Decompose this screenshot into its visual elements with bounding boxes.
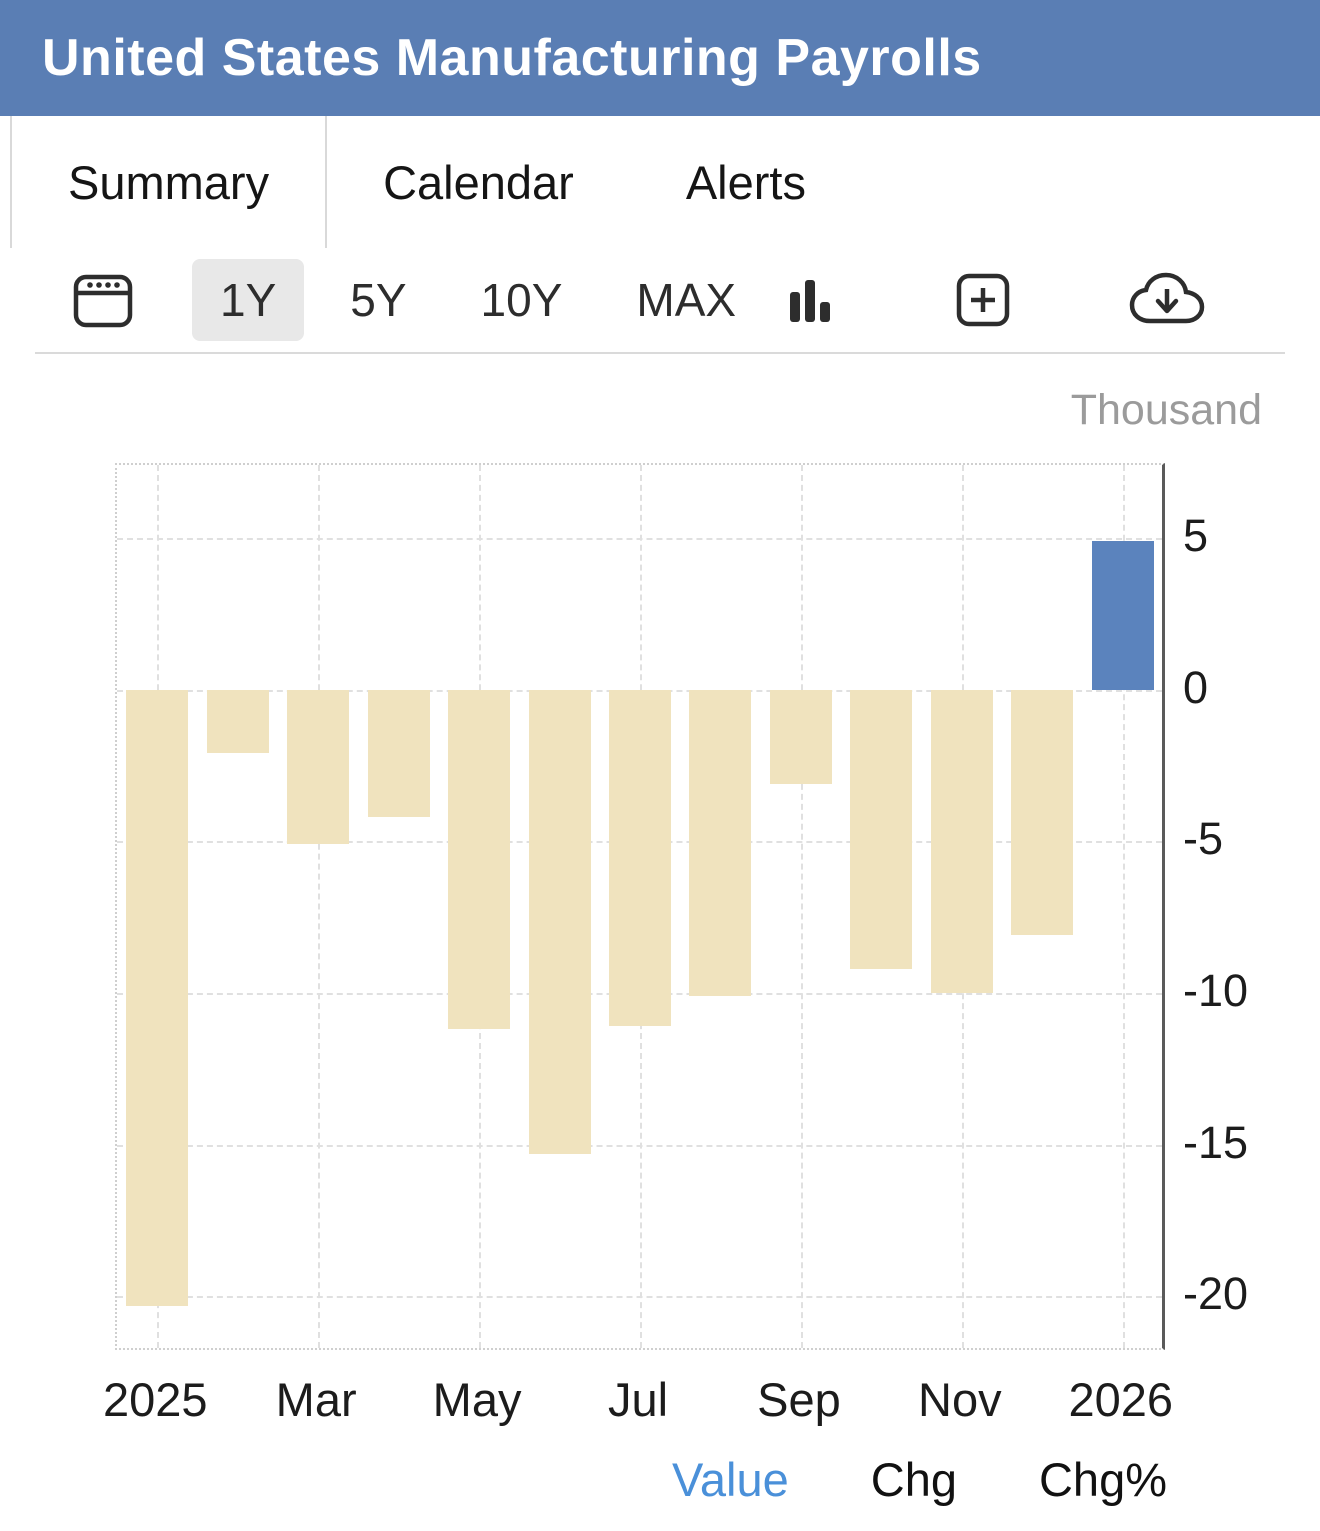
toolbar-icons xyxy=(782,271,1320,329)
bar-dec-2025[interactable] xyxy=(1011,689,1074,936)
x-tick-label: Mar xyxy=(275,1373,357,1426)
bar-jul-2025[interactable] xyxy=(609,689,671,1027)
range-5y-button[interactable]: 5Y xyxy=(350,274,407,326)
mode-value-button[interactable]: Value xyxy=(672,1453,789,1506)
chart-section: Thousand 5 0 -5 -10 -15 -20 2025 Mar May Jul Sep N… xyxy=(0,354,1320,1529)
y-tick-label: -15 xyxy=(1183,1116,1249,1168)
gridline-v xyxy=(1122,465,1125,1348)
tab-calendar[interactable]: Calendar xyxy=(327,116,630,248)
mode-chg-button[interactable]: Chg xyxy=(870,1453,957,1506)
tab-alerts[interactable]: Alerts xyxy=(630,116,862,248)
gridline-v xyxy=(800,465,803,1348)
y-tick-label: 5 xyxy=(1183,509,1209,561)
range-10y-button[interactable]: 10Y xyxy=(480,274,563,326)
bar-feb-2025[interactable] xyxy=(206,689,269,754)
bar-aug-2025[interactable] xyxy=(689,689,752,996)
bar-jun-2025[interactable] xyxy=(528,689,591,1154)
bar-nov-2025[interactable] xyxy=(930,689,993,993)
tab-alerts-label: Alerts xyxy=(685,155,806,209)
x-tick-label: 2026 xyxy=(1068,1373,1174,1426)
tab-summary-label: Summary xyxy=(68,155,270,209)
y-tick-label: -5 xyxy=(1183,813,1224,865)
y-tick-label: 0 xyxy=(1183,661,1209,713)
x-tick-label: May xyxy=(432,1373,522,1426)
tab-bar: Summary Calendar Alerts xyxy=(10,116,1320,248)
x-tick-label: Nov xyxy=(918,1373,1002,1426)
x-tick-label: Sep xyxy=(757,1373,841,1426)
gridline-v xyxy=(318,465,321,1348)
chart-toolbar: 1Y 5Y 10Y MAX xyxy=(0,248,1320,352)
gridline-h xyxy=(117,1296,1162,1299)
app-header: United States Manufacturing Payrolls xyxy=(0,0,1320,116)
page-title: United States Manufacturing Payrolls xyxy=(42,29,982,87)
bar-jan-2026[interactable] xyxy=(1091,540,1154,690)
bar-oct-2025[interactable] xyxy=(850,689,913,969)
x-tick-label: 2025 xyxy=(102,1373,208,1426)
range-max-button[interactable]: MAX xyxy=(636,274,737,326)
gridline-h xyxy=(117,537,1162,540)
tab-summary[interactable]: Summary xyxy=(10,116,328,248)
series-mode-switch: Value Chg Chg% xyxy=(672,1452,1167,1507)
mode-chgpct-button[interactable]: Chg% xyxy=(1038,1453,1167,1506)
y-tick-label: -10 xyxy=(1183,964,1249,1016)
range-selector: 1Y 5Y 10Y MAX xyxy=(192,259,782,341)
bar-chart-icon[interactable] xyxy=(782,272,838,328)
bar-jan-2025[interactable] xyxy=(126,689,189,1306)
bar-mar-2025[interactable] xyxy=(287,689,350,845)
chart-unit-label: Thousand xyxy=(1070,386,1262,434)
range-1y-button[interactable]: 1Y xyxy=(192,259,305,341)
x-tick-label: Jul xyxy=(607,1373,669,1426)
y-tick-label: -20 xyxy=(1183,1268,1249,1320)
gridline-h xyxy=(117,1144,1162,1147)
expand-plus-icon[interactable] xyxy=(954,271,1012,329)
toolbar-divider xyxy=(35,352,1285,354)
bar-may-2025[interactable] xyxy=(448,689,511,1030)
tab-calendar-label: Calendar xyxy=(383,155,574,209)
bar-sep-2025[interactable] xyxy=(769,689,832,784)
bar-apr-2025[interactable] xyxy=(367,689,430,817)
calendar-icon[interactable] xyxy=(72,269,134,331)
cloud-download-icon[interactable] xyxy=(1128,271,1206,329)
plot-area[interactable] xyxy=(115,463,1165,1350)
